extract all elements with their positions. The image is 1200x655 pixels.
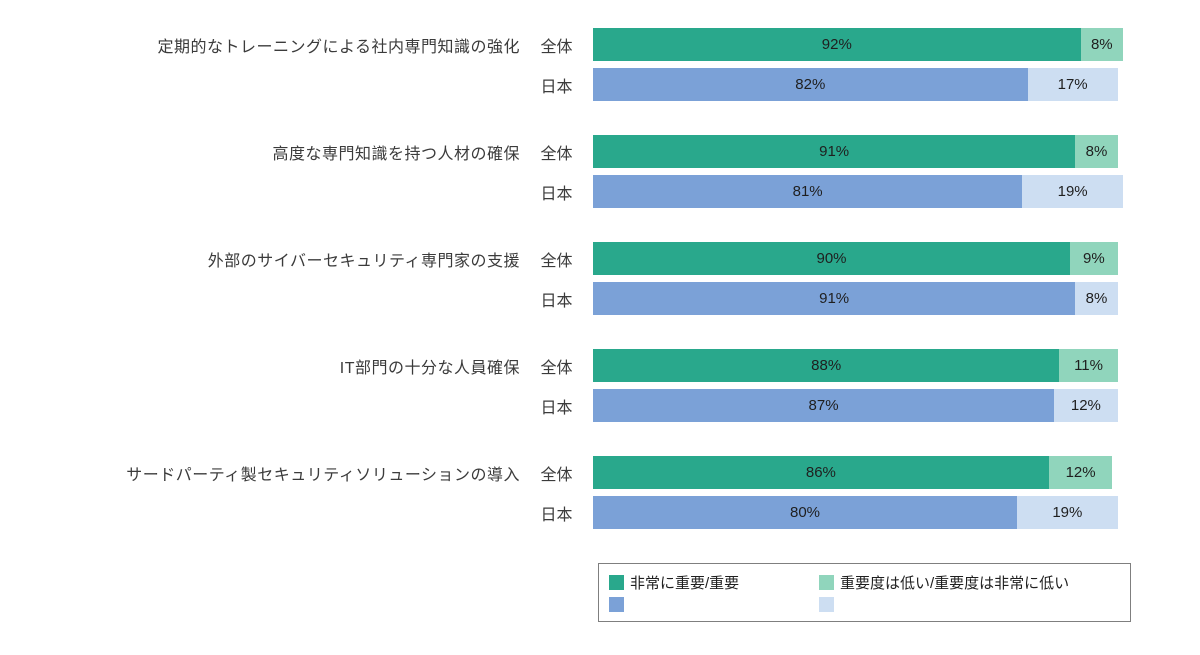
bar-value-label: 91% — [819, 143, 850, 160]
bar-value-label: 91% — [819, 290, 850, 307]
bar-segment-primary: 87% — [593, 389, 1055, 422]
legend-column-low-importance: 重要度は低い/重要度は非常に低い — [819, 571, 1120, 615]
legend-item-low-japan — [819, 593, 1120, 615]
series-label: 日本 — [540, 399, 573, 417]
bar-segment-secondary: 11% — [1059, 349, 1118, 382]
bar-row: 外部のサイバーセキュリティ専門家の支援 全体 90% 9% — [0, 242, 1200, 275]
legend-item-important-overall: 非常に重要/重要 — [609, 571, 819, 593]
legend-item-important-japan — [609, 593, 819, 615]
bar-group: 外部のサイバーセキュリティ専門家の支援 全体 90% 9% 日本 91% 8% — [0, 242, 1200, 315]
legend-label-low-importance: 重要度は低い/重要度は非常に低い — [840, 574, 1070, 592]
legend-label-important: 非常に重要/重要 — [630, 574, 740, 592]
bar-value-label: 19% — [1057, 183, 1088, 200]
category-label: 高度な専門知識を持つ人材の確保 — [272, 145, 520, 163]
bar-segment-primary: 91% — [593, 135, 1076, 168]
bar-row: 高度な専門知識を持つ人材の確保 全体 91% 8% — [0, 135, 1200, 168]
bar-track: 87% 12% — [593, 389, 1123, 422]
series-label: 日本 — [540, 292, 573, 310]
bar-track: 91% 8% — [593, 135, 1123, 168]
bar-value-label: 81% — [792, 183, 823, 200]
bar-track: 90% 9% — [593, 242, 1123, 275]
bar-value-label: 8% — [1085, 143, 1108, 160]
bar-row: 日本 80% 19% — [0, 496, 1200, 529]
bar-value-label: 8% — [1090, 36, 1113, 53]
series-label: 全体 — [540, 466, 573, 484]
bar-segment-primary: 92% — [593, 28, 1081, 61]
bar-row: 定期的なトレーニングによる社内専門知識の強化 全体 92% 8% — [0, 28, 1200, 61]
series-label: 全体 — [540, 359, 573, 377]
bar-row: IT部門の十分な人員確保 全体 88% 11% — [0, 349, 1200, 382]
bar-segment-secondary: 8% — [1080, 28, 1123, 61]
bar-value-label: 19% — [1052, 504, 1083, 521]
bar-segment-secondary: 17% — [1027, 68, 1118, 101]
category-label: サードパーティ製セキュリティソリューションの導入 — [126, 466, 520, 484]
bar-segment-secondary: 19% — [1022, 175, 1123, 208]
bar-track: 82% 17% — [593, 68, 1123, 101]
bar-value-label: 9% — [1083, 250, 1105, 267]
bar-segment-primary: 80% — [593, 496, 1017, 529]
bar-value-label: 86% — [805, 464, 836, 481]
series-label: 日本 — [540, 78, 573, 96]
legend-swatch-japan-secondary — [819, 596, 834, 612]
bar-row: サードパーティ製セキュリティソリューションの導入 全体 86% 12% — [0, 456, 1200, 489]
bar-segment-secondary: 12% — [1048, 456, 1113, 489]
bar-row: 日本 91% 8% — [0, 282, 1200, 315]
bar-row: 日本 81% 19% — [0, 175, 1200, 208]
bar-group: 高度な専門知識を持つ人材の確保 全体 91% 8% 日本 81% 19% — [0, 135, 1200, 208]
bar-track: 92% 8% — [593, 28, 1123, 61]
legend: 非常に重要/重要 重要度は低い/重要度は非常に低い — [598, 563, 1131, 622]
bar-value-label: 90% — [816, 250, 847, 267]
bar-group: サードパーティ製セキュリティソリューションの導入 全体 86% 12% 日本 80% 19% — [0, 456, 1200, 529]
series-label: 全体 — [540, 38, 573, 56]
bar-group: IT部門の十分な人員確保 全体 88% 11% 日本 87% 12% — [0, 349, 1200, 422]
bar-row: 日本 87% 12% — [0, 389, 1200, 422]
bar-value-label: 8% — [1085, 290, 1108, 307]
bar-value-label: 12% — [1065, 464, 1096, 481]
bar-segment-primary: 88% — [593, 349, 1060, 382]
bar-row: 日本 82% 17% — [0, 68, 1200, 101]
bar-segment-primary: 90% — [593, 242, 1070, 275]
bar-value-label: 88% — [811, 357, 842, 374]
bar-track: 81% 19% — [593, 175, 1123, 208]
bar-segment-primary: 82% — [593, 68, 1028, 101]
bar-segment-secondary: 8% — [1075, 282, 1118, 315]
bar-value-label: 17% — [1057, 76, 1088, 93]
bar-value-label: 11% — [1074, 357, 1103, 374]
bar-group: 定期的なトレーニングによる社内専門知識の強化 全体 92% 8% 日本 82% 17% — [0, 28, 1200, 101]
chart-groups: 定期的なトレーニングによる社内専門知識の強化 全体 92% 8% 日本 82% 17% 高度な… — [0, 28, 1200, 529]
bar-track: 91% 8% — [593, 282, 1123, 315]
bar-segment-secondary: 12% — [1054, 389, 1118, 422]
series-label: 全体 — [540, 145, 573, 163]
category-label: 外部のサイバーセキュリティ専門家の支援 — [207, 252, 520, 270]
bar-value-label: 92% — [821, 36, 852, 53]
legend-swatch-overall-primary — [609, 574, 624, 590]
bar-track: 86% 12% — [593, 456, 1123, 489]
bar-value-label: 80% — [789, 504, 821, 521]
legend-item-low-overall: 重要度は低い/重要度は非常に低い — [819, 571, 1120, 593]
bar-segment-secondary: 9% — [1070, 242, 1118, 275]
legend-column-important: 非常に重要/重要 — [609, 571, 819, 615]
legend-swatch-japan-primary — [609, 596, 624, 612]
bar-value-label: 12% — [1070, 397, 1101, 414]
bar-track: 88% 11% — [593, 349, 1123, 382]
bar-value-label: 87% — [808, 397, 839, 414]
category-label: IT部門の十分な人員確保 — [339, 359, 520, 377]
bar-segment-secondary: 8% — [1075, 135, 1118, 168]
bar-segment-primary: 91% — [593, 282, 1076, 315]
bar-segment-primary: 81% — [593, 175, 1023, 208]
bar-value-label: 82% — [795, 76, 826, 93]
bar-segment-primary: 86% — [593, 456, 1049, 489]
category-label: 定期的なトレーニングによる社内専門知識の強化 — [157, 38, 520, 56]
series-label: 日本 — [540, 185, 573, 203]
series-label: 全体 — [540, 252, 573, 270]
bar-segment-secondary: 19% — [1017, 496, 1118, 529]
legend-swatch-overall-secondary — [819, 574, 834, 590]
series-label: 日本 — [540, 506, 573, 524]
bar-track: 80% 19% — [593, 496, 1123, 529]
